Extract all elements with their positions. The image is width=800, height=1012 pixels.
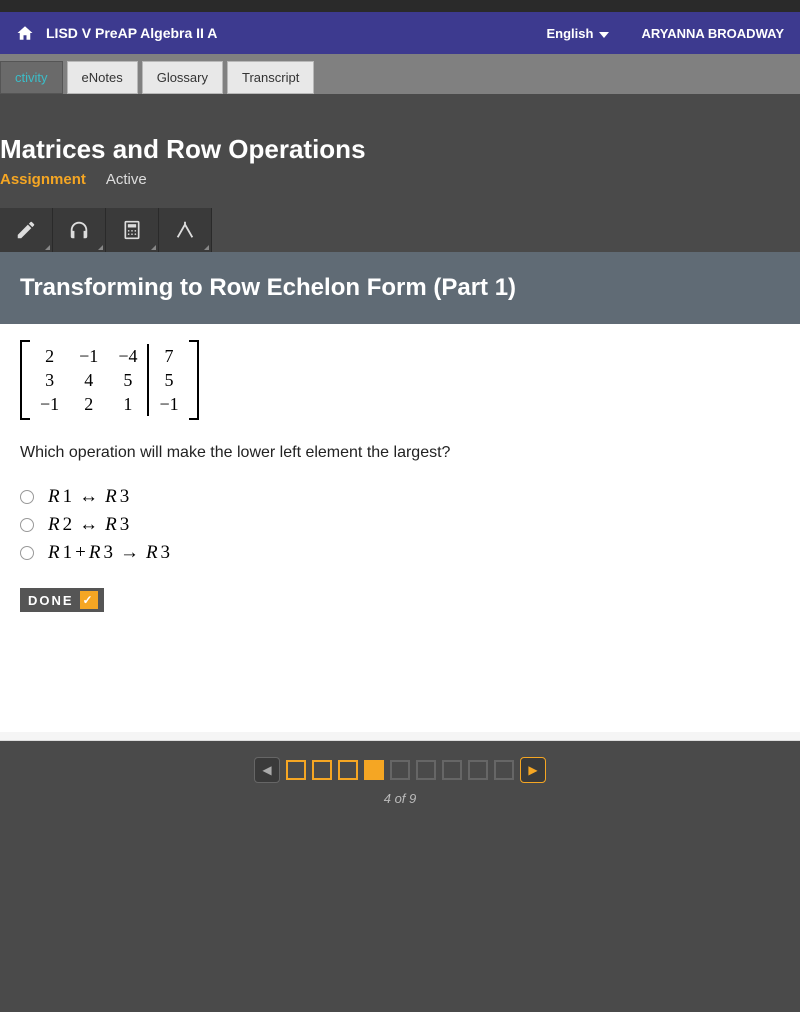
header-bar: LISD V PreAP Algebra II A English ARYANN…	[0, 12, 800, 54]
content-area: 2 3 −1 −1 4 2 −4 5 1 7 5 −1 Which operat…	[0, 324, 800, 732]
progress-box-current[interactable]	[364, 760, 384, 780]
compass-icon	[174, 219, 196, 241]
tab-bar: ctivity eNotes Glossary Transcript	[0, 54, 800, 94]
matrix-display: 2 3 −1 −1 4 2 −4 5 1 7 5 −1	[20, 340, 199, 420]
done-label: DONE	[28, 593, 74, 608]
compass-tool[interactable]	[159, 208, 212, 252]
language-label: English	[547, 26, 594, 41]
matrix-cell: 5	[118, 368, 137, 392]
answer-options: R1 ↔ R3 R2 ↔ R3 R1 + R3 → R3	[20, 486, 780, 564]
progress-row: ◀ ▶	[254, 757, 546, 783]
course-title: LISD V PreAP Algebra II A	[46, 25, 531, 41]
home-icon[interactable]	[16, 24, 34, 42]
assignment-label: Assignment	[0, 171, 86, 188]
progress-box-locked	[494, 760, 514, 780]
toolbar	[0, 208, 212, 252]
radio-icon[interactable]	[20, 546, 34, 560]
matrix-cell: 7	[159, 344, 178, 368]
prev-button[interactable]: ◀	[254, 757, 280, 783]
section-title-bar: Transforming to Row Echelon Form (Part 1…	[0, 252, 800, 324]
footer-nav: ◀ ▶ 4 of 9	[0, 740, 800, 822]
chevron-down-icon	[599, 26, 609, 41]
pencil-icon	[15, 219, 37, 241]
matrix-cell: 1	[118, 392, 137, 416]
progress-box[interactable]	[286, 760, 306, 780]
user-name: ARYANNA BROADWAY	[625, 26, 784, 41]
option-label: R2 ↔ R3	[48, 514, 129, 536]
option-3[interactable]: R1 + R3 → R3	[20, 542, 780, 564]
progress-box[interactable]	[338, 760, 358, 780]
matrix-cell: 2	[40, 344, 59, 368]
tab-enotes[interactable]: eNotes	[67, 61, 138, 94]
matrix-cell: 3	[40, 368, 59, 392]
tab-activity[interactable]: ctivity	[0, 61, 63, 94]
page-title: Matrices and Row Operations	[0, 134, 800, 165]
option-1[interactable]: R1 ↔ R3	[20, 486, 780, 508]
matrix-cell: −4	[118, 344, 137, 368]
question-text: Which operation will make the lower left…	[20, 444, 780, 462]
section-title: Transforming to Row Echelon Form (Part 1…	[20, 274, 780, 302]
language-selector[interactable]: English	[531, 26, 626, 41]
tab-transcript[interactable]: Transcript	[227, 61, 314, 94]
check-icon: ✓	[80, 591, 98, 609]
progress-box-locked	[442, 760, 462, 780]
progress-text: 4 of 9	[384, 791, 417, 806]
calculator-icon	[122, 220, 142, 240]
active-label: Active	[106, 171, 147, 188]
matrix-cell: −1	[79, 344, 98, 368]
option-label: R1 + R3 → R3	[48, 542, 170, 564]
next-button[interactable]: ▶	[520, 757, 546, 783]
radio-icon[interactable]	[20, 518, 34, 532]
progress-box-locked	[416, 760, 436, 780]
progress-box-locked	[468, 760, 488, 780]
option-2[interactable]: R2 ↔ R3	[20, 514, 780, 536]
done-button[interactable]: DONE ✓	[20, 588, 104, 612]
matrix-cell: 2	[79, 392, 98, 416]
audio-tool[interactable]	[53, 208, 106, 252]
progress-box[interactable]	[312, 760, 332, 780]
matrix-cell: 4	[79, 368, 98, 392]
option-label: R1 ↔ R3	[48, 486, 129, 508]
progress-box-locked	[390, 760, 410, 780]
matrix-cell: −1	[159, 392, 178, 416]
radio-icon[interactable]	[20, 490, 34, 504]
pencil-tool[interactable]	[0, 208, 53, 252]
tab-glossary[interactable]: Glossary	[142, 61, 223, 94]
headphones-icon	[68, 219, 90, 241]
page-header: Matrices and Row Operations Assignment A…	[0, 94, 800, 208]
calculator-tool[interactable]	[106, 208, 159, 252]
matrix-cell: −1	[40, 392, 59, 416]
matrix-cell: 5	[159, 368, 178, 392]
